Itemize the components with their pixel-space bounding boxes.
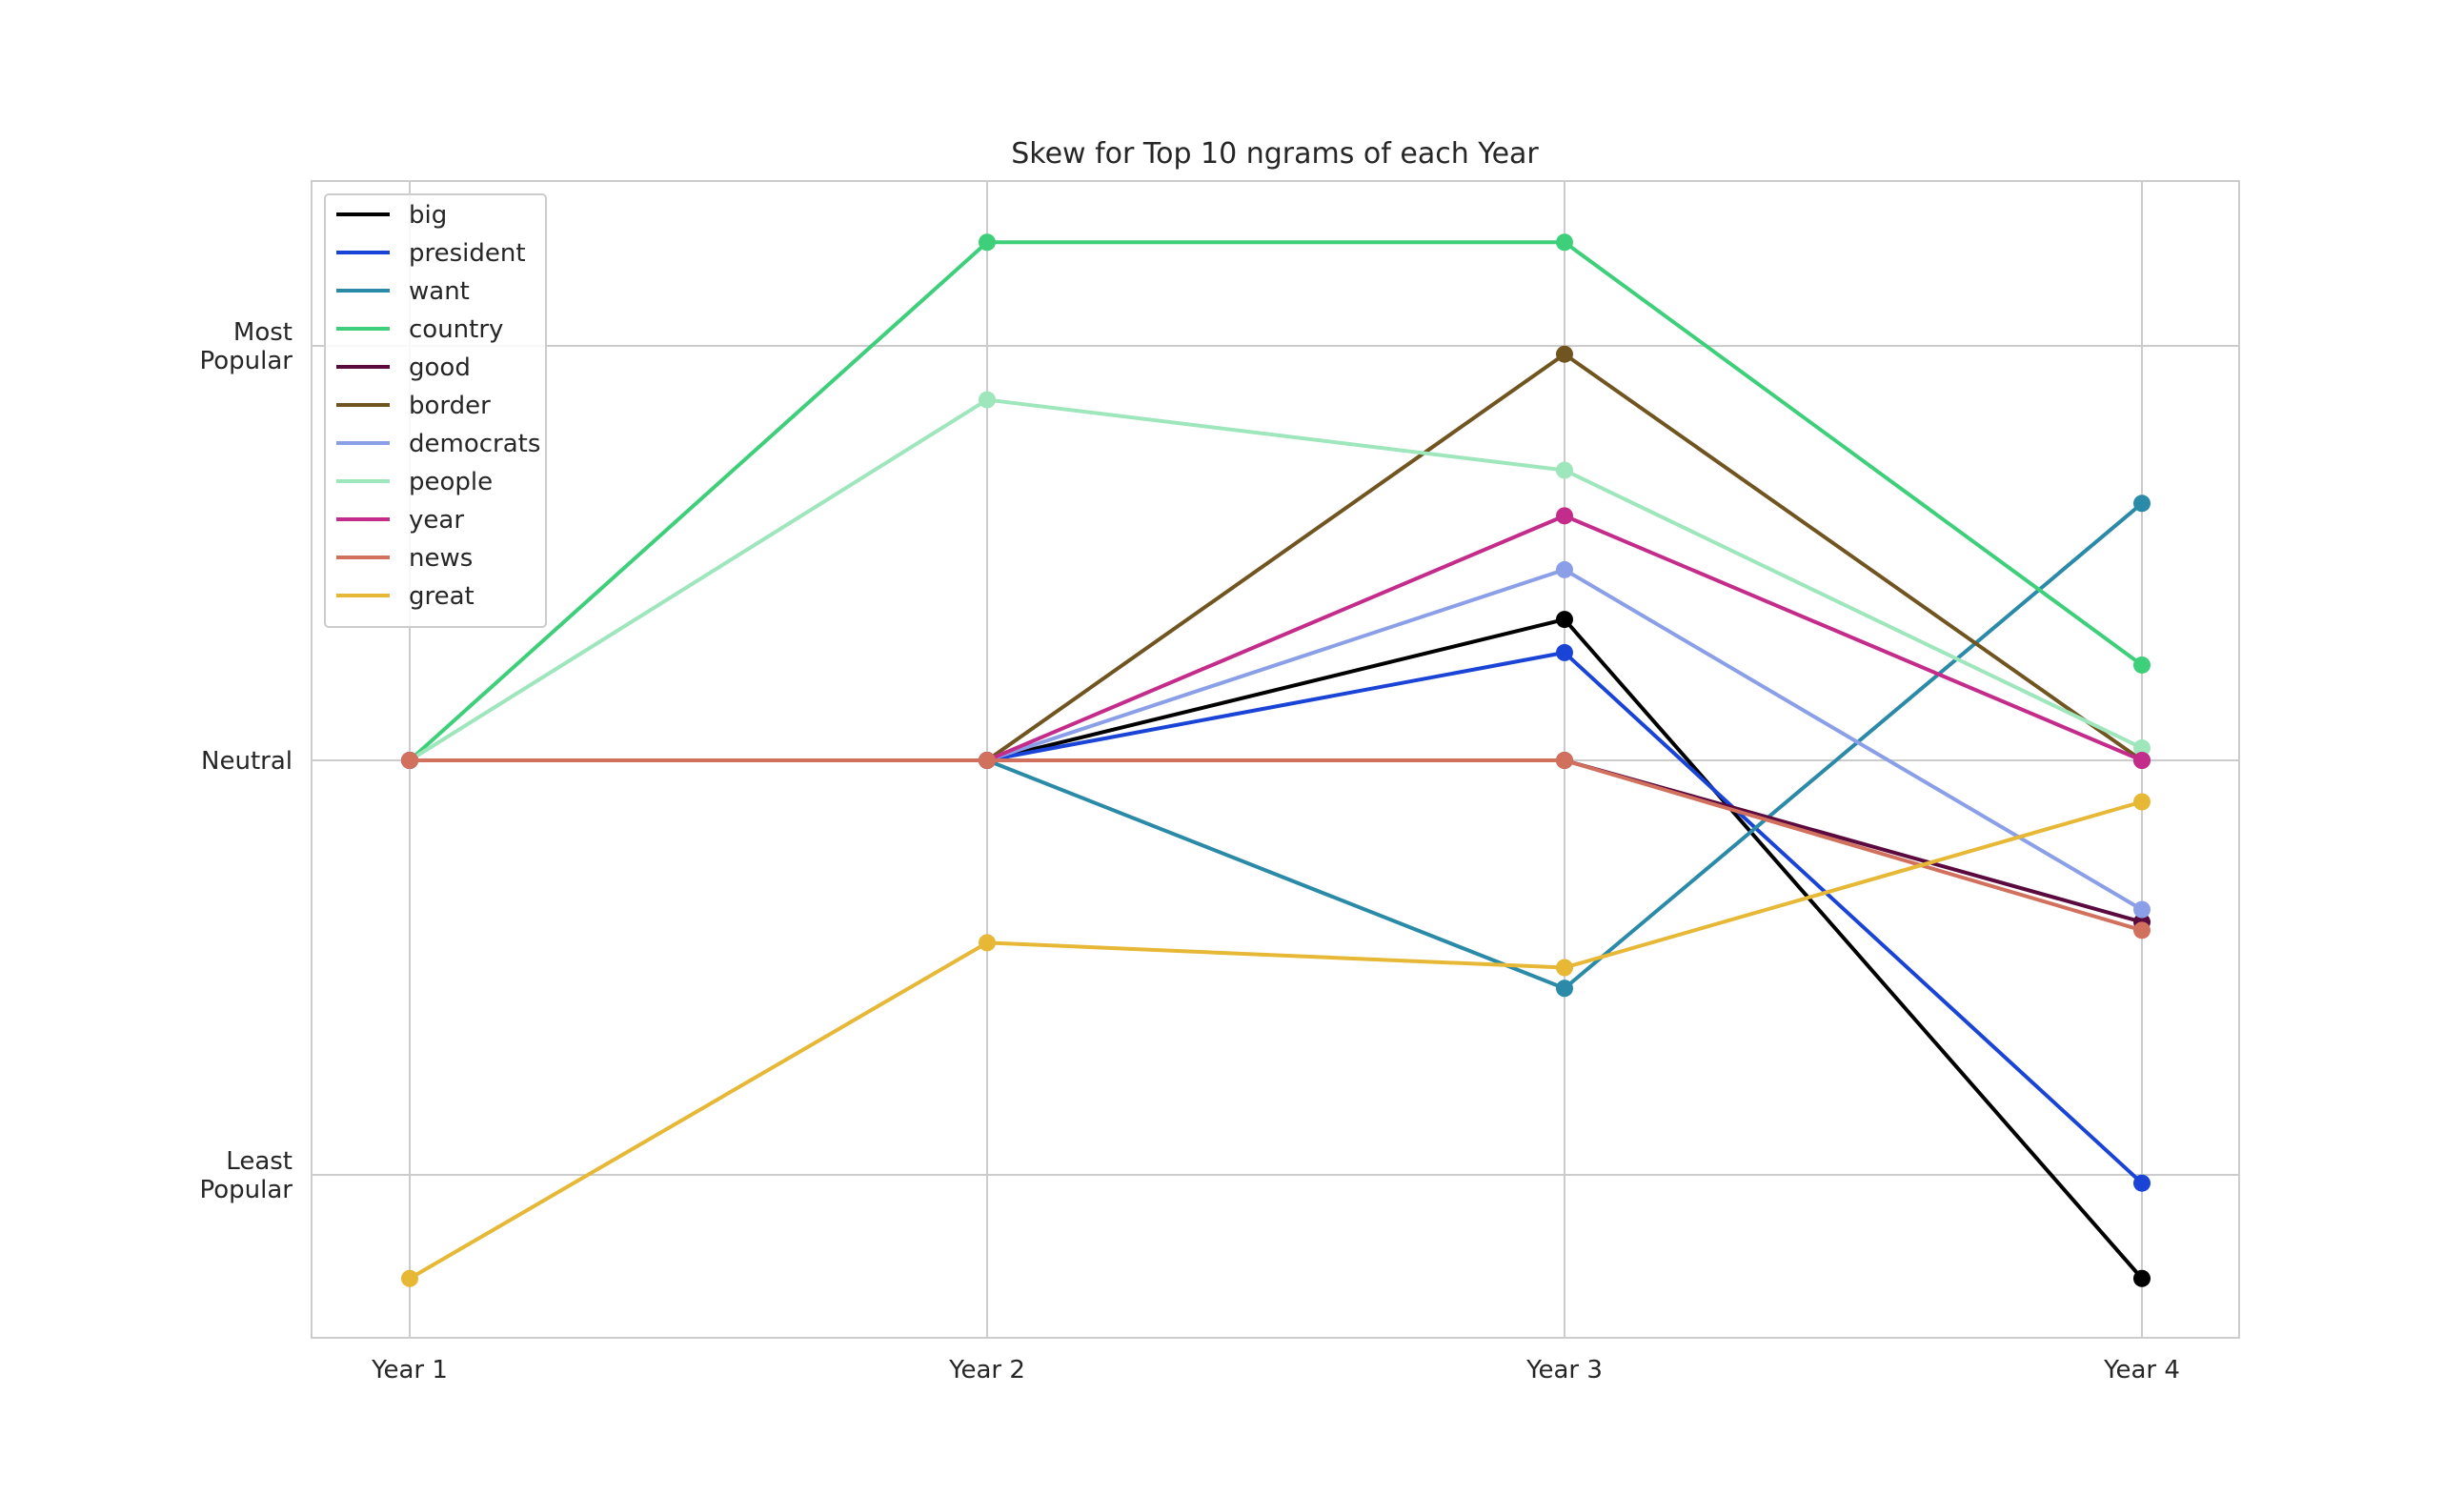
data-point-people (2133, 738, 2151, 757)
axis-labels: Year 1 Year 2 Year 3 Year 4 Most Popular Neutr… (200, 318, 2180, 1384)
data-point-country (1556, 233, 1573, 252)
data-point-big (1556, 611, 1573, 629)
data-point-year (2133, 752, 2151, 769)
y-tick-label: Least Popular (200, 1147, 293, 1204)
series-line-great (408, 799, 2143, 1281)
series-line-good (410, 758, 2143, 924)
series-group (401, 233, 2151, 1287)
series-line-country (408, 240, 2144, 762)
series-line-news (410, 758, 2143, 933)
x-tick-label: Year 1 (371, 1356, 448, 1384)
legend-label-want: want (409, 277, 470, 306)
x-tick-label: Year 2 (948, 1356, 1025, 1384)
x-tick-label: Year 3 (1525, 1356, 1603, 1384)
legend-label-year: year (409, 506, 464, 535)
legend-label-great: great (409, 582, 475, 611)
series-line-people (408, 397, 2143, 762)
data-point-great (401, 1269, 418, 1287)
data-point-great (1556, 959, 1573, 977)
data-point-country (979, 233, 996, 252)
series-line-big (410, 617, 2144, 1281)
legend-label-people: people (409, 468, 493, 496)
x-tick-label: Year 4 (2103, 1356, 2180, 1384)
legend-label-border: border (409, 392, 491, 420)
data-point-democrats (2133, 900, 2151, 919)
data-point-news (2133, 921, 2151, 939)
data-point-president (2133, 1174, 2151, 1192)
data-point-country (2133, 656, 2151, 674)
data-point-news (1556, 752, 1573, 769)
legend-label-democrats: democrats (409, 430, 540, 458)
data-point-great (2133, 793, 2151, 811)
data-point-year (1556, 507, 1573, 525)
legend-label-big: big (409, 201, 447, 230)
series-line-democrats (410, 567, 2144, 912)
y-tick-label: Neutral (201, 747, 293, 776)
data-point-people (1556, 461, 1573, 479)
chart-title: Skew for Top 10 ngrams of each Year (1011, 137, 1539, 171)
series-line-border (410, 352, 2144, 762)
legend-label-news: news (409, 544, 473, 573)
plot-frame (311, 180, 2240, 1339)
legend-label-good: good (409, 354, 471, 382)
data-point-great (979, 934, 996, 952)
data-point-people (979, 391, 996, 409)
data-point-border (1556, 345, 1573, 363)
legend-label-president: president (409, 239, 526, 268)
data-point-president (1556, 643, 1573, 661)
y-tick-label: Most Popular (200, 318, 293, 375)
data-point-want (2133, 495, 2151, 513)
data-point-want (1556, 980, 1573, 998)
legend-label-country: country (409, 315, 503, 344)
data-point-news (401, 752, 418, 769)
data-point-big (2133, 1269, 2151, 1287)
data-point-democrats (1556, 560, 1573, 578)
data-point-news (979, 752, 996, 769)
series-line-president (410, 650, 2144, 1185)
legend: big president want country good border democra… (324, 193, 547, 628)
